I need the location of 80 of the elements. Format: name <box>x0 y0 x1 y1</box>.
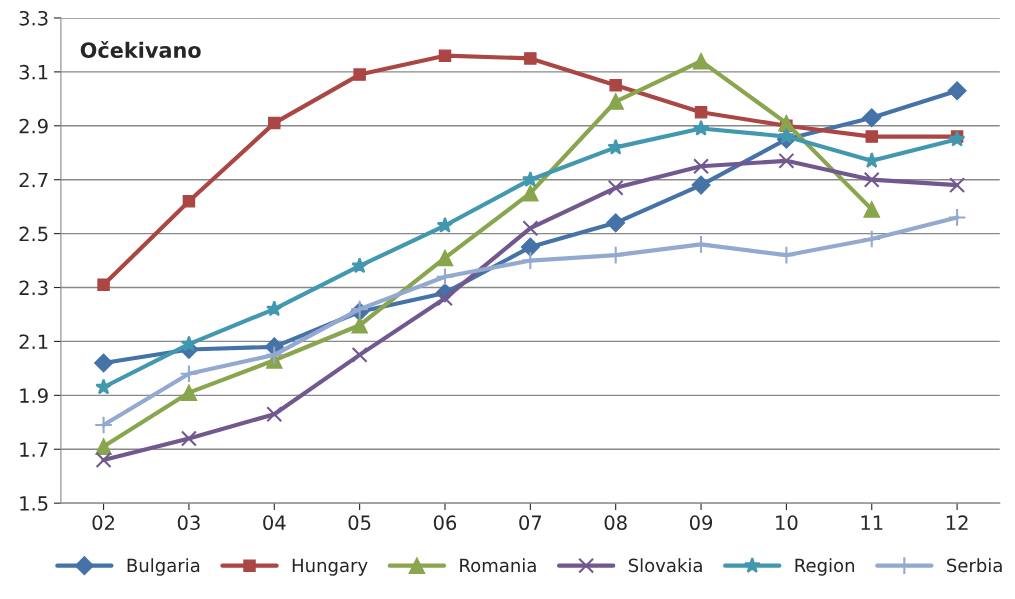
point <box>606 213 626 233</box>
x-tick-label: 02 <box>92 515 114 531</box>
point <box>691 235 711 254</box>
y-tick-label: 3.1 <box>19 64 48 80</box>
point <box>778 114 795 132</box>
point <box>179 364 199 384</box>
point <box>351 346 368 363</box>
y-tick-label: 3.3 <box>19 10 48 26</box>
point <box>949 177 966 194</box>
point <box>778 127 795 144</box>
point <box>948 130 966 147</box>
point <box>264 345 284 365</box>
y-tick-label: 2.7 <box>19 172 48 188</box>
point <box>862 229 882 249</box>
x-tick-label: 05 <box>348 515 371 531</box>
point <box>522 171 539 187</box>
legend-label: Serbia <box>947 558 1002 573</box>
point <box>182 195 196 208</box>
point <box>435 267 455 287</box>
x-tick-label: 06 <box>433 515 457 531</box>
point <box>436 216 454 233</box>
point <box>94 353 114 373</box>
point <box>691 175 711 195</box>
point <box>180 430 197 447</box>
point <box>95 452 112 469</box>
point <box>609 79 622 92</box>
point <box>607 179 624 196</box>
point <box>693 158 710 175</box>
legend-label: Region <box>795 558 855 576</box>
point <box>692 52 710 70</box>
text: Očekivano <box>80 41 201 58</box>
legend-label: Bulgaria <box>127 558 200 576</box>
point <box>522 220 539 237</box>
point <box>865 130 878 143</box>
y-tick-label: 2.3 <box>19 280 48 296</box>
point <box>862 108 882 128</box>
point <box>265 300 283 317</box>
point <box>694 106 708 119</box>
x-tick-label: 08 <box>604 515 627 531</box>
point <box>351 316 368 334</box>
point <box>266 406 283 423</box>
point <box>607 93 625 110</box>
point <box>180 384 198 401</box>
point <box>94 415 113 435</box>
point <box>607 138 624 155</box>
point <box>947 81 967 101</box>
point <box>180 335 198 352</box>
point <box>438 49 452 62</box>
y-tick-label: 1.5 <box>20 496 48 511</box>
y-tick-label: 1.9 <box>20 388 48 403</box>
legend-label: Romania <box>460 558 536 573</box>
y-tick-label: 1.7 <box>20 442 48 457</box>
x-tick-label: 11 <box>861 515 883 530</box>
point <box>863 201 881 218</box>
legend-label: Slovakia <box>628 558 702 573</box>
point <box>520 237 540 257</box>
x-tick-label: 12 <box>946 515 968 530</box>
point <box>351 257 368 274</box>
point <box>692 119 710 136</box>
point <box>524 52 537 65</box>
y-tick-label: 2.9 <box>19 118 48 134</box>
y-tick-label: 2.1 <box>19 334 48 349</box>
point <box>778 152 795 169</box>
point <box>947 208 967 227</box>
point <box>95 378 112 395</box>
x-tick-label: 10 <box>776 515 798 531</box>
y-tick-label: 2.5 <box>19 226 48 242</box>
point <box>436 249 454 267</box>
x-tick-label: 09 <box>689 515 713 531</box>
legend-label: Hungary <box>292 558 368 576</box>
point <box>97 278 110 292</box>
point <box>777 245 796 265</box>
point <box>95 438 112 455</box>
x-tick-label: 07 <box>519 515 542 531</box>
point <box>268 116 281 130</box>
point <box>353 68 366 81</box>
point <box>522 184 539 202</box>
x-tick-label: 04 <box>263 515 286 531</box>
x-tick-label: 03 <box>177 515 200 531</box>
point <box>863 171 880 188</box>
